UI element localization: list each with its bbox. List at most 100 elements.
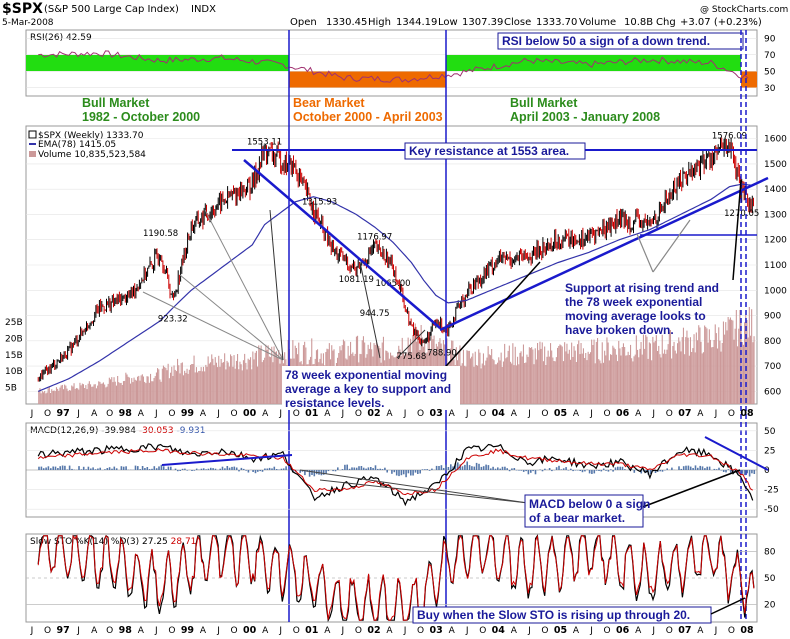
volume-bar	[721, 343, 723, 404]
volume-bar	[640, 342, 642, 404]
macd-hist-bar	[438, 466, 440, 470]
price-label: 1081.19	[339, 275, 374, 285]
volume-bar	[545, 365, 547, 404]
volume-bar	[77, 388, 79, 404]
sto-tick-label: 50	[764, 574, 776, 584]
volume-bar	[122, 381, 124, 404]
volume-bar	[568, 349, 570, 404]
x-tick-label: O	[728, 626, 735, 636]
macd-hist-bar	[311, 470, 313, 475]
sto-tick-label: 20	[764, 600, 776, 610]
volume-bar	[485, 360, 487, 404]
volume-value: 10.8B	[624, 17, 653, 28]
macd-hist-bar	[245, 470, 247, 471]
volume-bar	[527, 356, 529, 404]
volume-bar	[511, 363, 513, 404]
volume-bar	[240, 364, 242, 404]
ema-note-line-2: average a key to support and	[285, 382, 451, 396]
x-tick-label: O	[666, 626, 673, 636]
x-tick-label: J	[30, 626, 34, 636]
macd-hist-bar	[120, 466, 123, 470]
volume-bar	[566, 343, 568, 404]
macd-note-line-1: MACD below 0 a sign	[529, 497, 650, 511]
volume-bar	[39, 388, 41, 404]
volume-bar	[632, 361, 634, 404]
volume-bar	[222, 362, 224, 404]
volume-bar	[519, 352, 521, 404]
macd-hist-bar	[179, 470, 181, 471]
x-tick-label: 00	[243, 408, 257, 419]
volume-bar	[257, 366, 259, 404]
macd-hist-bar	[560, 469, 563, 470]
macd-hist-bar	[99, 467, 101, 470]
x-tick-label: J	[527, 409, 531, 419]
volume-tick-label: 10B	[5, 367, 23, 377]
volume-bar	[118, 382, 120, 404]
close-label: Close	[504, 17, 531, 28]
macd-hist-bar	[671, 467, 673, 470]
x-tick-label: O	[479, 409, 486, 419]
price-label: 1065.00	[375, 279, 410, 289]
volume-bar	[111, 377, 113, 404]
macd-hist-bar	[137, 466, 139, 470]
volume-bar	[264, 357, 266, 404]
macd-hist-bar	[412, 470, 414, 476]
volume-bar	[746, 320, 748, 404]
macd-hist-bar	[395, 470, 398, 476]
macd-hist-bar	[572, 470, 574, 472]
macd-hist-bar	[221, 466, 224, 470]
macd-hist-bar	[518, 470, 520, 471]
volume-bar	[228, 366, 230, 404]
volume-bar	[42, 392, 44, 404]
bull2-period: April 2003 - January 2008	[510, 110, 660, 124]
volume-bar	[225, 369, 227, 404]
macd-hist-bar	[355, 467, 358, 470]
volume-bar	[79, 382, 81, 404]
volume-bar	[173, 365, 175, 404]
macd-hist-bar	[593, 470, 596, 474]
x-tick-label: J	[278, 409, 282, 419]
volume-bar	[619, 348, 621, 404]
volume-bar	[571, 342, 573, 404]
macd-hist-bar	[532, 470, 534, 472]
volume-bar	[154, 376, 156, 404]
volume-bar	[466, 350, 468, 404]
volume-bar	[253, 359, 255, 404]
volume-bar	[275, 351, 277, 404]
volume-bar	[168, 378, 170, 404]
volume-bar	[587, 351, 589, 404]
macd-hist-bar	[490, 468, 492, 470]
macd-hist-bar	[402, 470, 405, 475]
exchange: INDX	[191, 4, 216, 15]
x-tick-label: 08	[740, 408, 754, 419]
volume-bar	[231, 356, 233, 404]
bear-trendline	[243, 159, 441, 329]
volume-bar	[54, 391, 56, 404]
volume-bar	[184, 370, 186, 404]
macd-hist-bar	[273, 466, 276, 470]
x-tick-label: O	[604, 626, 611, 636]
rsi-tick-label: 30	[764, 84, 776, 94]
macd-hist-bar	[275, 469, 278, 470]
rsi-band-current	[741, 71, 757, 88]
x-tick-label: J	[403, 626, 407, 636]
volume-bar	[697, 340, 699, 404]
volume-bar	[642, 334, 644, 404]
x-tick-label: O	[168, 626, 175, 636]
volume-bar	[533, 364, 535, 404]
volume-bar	[709, 339, 711, 404]
macd-hist-bar	[61, 465, 64, 470]
symbol-title: $SPX	[2, 1, 43, 17]
volume-bar	[280, 354, 282, 404]
macd-hist-bar	[487, 465, 490, 470]
low-value: 1307.39	[462, 17, 503, 28]
macd-hist-bar	[744, 470, 746, 476]
macd-hist-bar	[435, 465, 438, 470]
volume-bar	[635, 335, 637, 404]
macd-note-pointers	[299, 469, 741, 509]
volume-bar	[673, 341, 675, 404]
volume-bar	[606, 337, 608, 404]
macd-hist-bar	[748, 470, 751, 477]
volume-bar	[665, 353, 667, 404]
volume-bar	[748, 307, 750, 404]
